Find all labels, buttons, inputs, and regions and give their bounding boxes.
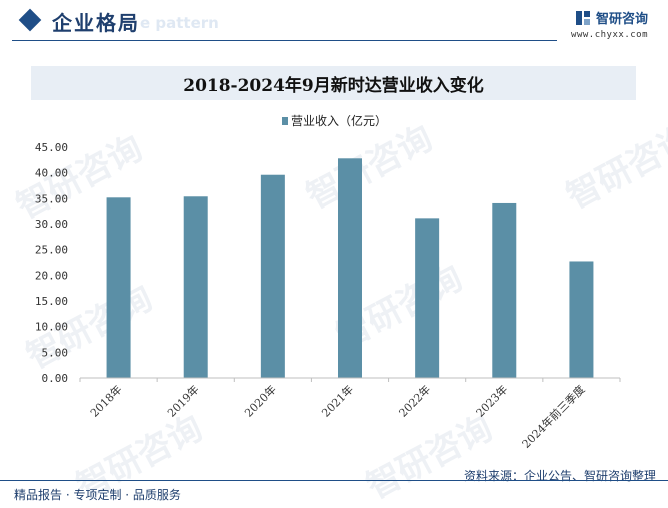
- legend-label: 营业收入（亿元）: [291, 113, 387, 128]
- x-tick-label: 2024年前三季度: [519, 382, 588, 451]
- brand: 智研咨询 www.chyxx.com: [571, 8, 648, 40]
- bar: [492, 202, 517, 378]
- y-tick-label: 45.00: [35, 141, 68, 154]
- bar: [569, 261, 594, 378]
- diamond-icon: [18, 8, 42, 32]
- x-axis: 2018年 2019年 2020年 2021年 2022年 2023年 2024年前三季度: [79, 377, 621, 451]
- y-tick-label: 15.00: [35, 295, 68, 308]
- chart-title: 2018-2024年9月新时达营业收入变化: [183, 75, 484, 96]
- chart-title-band: 2018-2024年9月新时达营业收入变化: [31, 66, 636, 100]
- x-tick-label: 2023年: [473, 382, 510, 419]
- bar: [183, 196, 208, 378]
- x-tick-label: 2018年: [87, 382, 124, 419]
- y-tick-label: 5.00: [42, 346, 69, 359]
- footer-tagline: 精品报告 · 专项定制 · 品质服务: [14, 488, 181, 502]
- y-tick-label: 25.00: [35, 244, 68, 257]
- x-tick-label: 2020年: [242, 382, 279, 419]
- y-tick-label: 40.00: [35, 167, 68, 180]
- chart-legend: 营业收入（亿元）: [282, 113, 387, 128]
- bar: [260, 174, 285, 378]
- page-footer: 资料来源：企业公告、智研咨询整理 精品报告 · 专项定制 · 品质服务: [0, 469, 668, 505]
- section-ghost-text: e pattern: [140, 14, 219, 32]
- brand-url: www.chyxx.com: [571, 30, 648, 40]
- bars: [106, 158, 594, 378]
- y-tick-label: 10.00: [35, 321, 68, 334]
- header-divider: [12, 40, 557, 41]
- footer-divider: [0, 480, 668, 481]
- y-axis: 0.00 5.00 10.00 15.00 20.00 25.00 30.00 35.00 40…: [35, 141, 68, 385]
- brand-logo-icon: [575, 10, 590, 25]
- bar: [338, 158, 362, 378]
- x-tick-label: 2022年: [396, 382, 433, 419]
- legend-swatch: [282, 117, 288, 125]
- y-tick-label: 20.00: [35, 269, 68, 282]
- page-header: 企业格局 e pattern 智研咨询 www.chyxx.com: [0, 0, 668, 46]
- brand-name: 智研咨询: [595, 12, 648, 27]
- y-tick-label: 30.00: [35, 218, 68, 231]
- bar: [106, 197, 131, 378]
- bar: [415, 218, 440, 378]
- x-tick-label: 2019年: [164, 382, 201, 419]
- source-note: 资料来源：企业公告、智研咨询整理: [463, 469, 656, 483]
- section-title: 企业格局: [52, 11, 140, 35]
- x-tick-label: 2021年: [319, 382, 356, 419]
- bar-chart: 营业收入（亿元） 0.00 5.00 10.00 15.00 20.00 25.00 30.…: [35, 113, 621, 451]
- y-tick-label: 35.00: [35, 192, 68, 205]
- y-tick-label: 0.00: [42, 372, 69, 385]
